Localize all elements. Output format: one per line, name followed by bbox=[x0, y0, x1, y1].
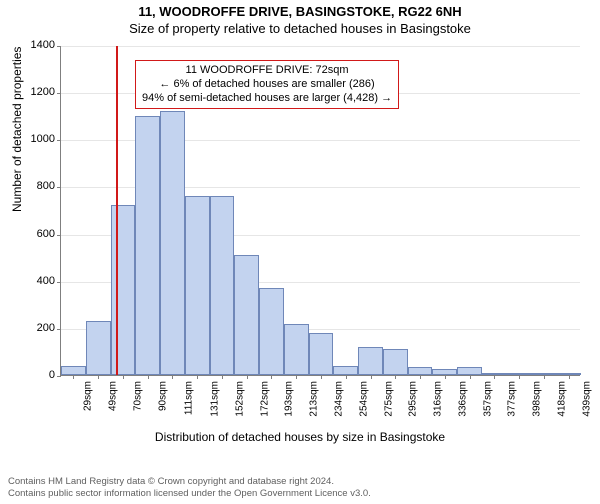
xtick-mark bbox=[519, 375, 520, 379]
histogram-bar bbox=[111, 205, 136, 375]
annotation-line-2: ← 6% of detached houses are smaller (286… bbox=[142, 78, 392, 92]
xtick-label: 90sqm bbox=[157, 381, 168, 411]
xtick-label: 418sqm bbox=[556, 381, 567, 417]
xtick-label: 336sqm bbox=[457, 381, 468, 417]
ytick-mark bbox=[57, 376, 61, 377]
reference-marker bbox=[116, 46, 118, 375]
ytick-mark bbox=[57, 46, 61, 47]
y-axis-title: Number of detached properties bbox=[10, 47, 24, 212]
xtick-mark bbox=[73, 375, 74, 379]
histogram-bar bbox=[86, 321, 111, 375]
histogram-bar bbox=[61, 366, 86, 375]
xtick-label: 439sqm bbox=[581, 381, 592, 417]
xtick-label: 152sqm bbox=[234, 381, 245, 417]
ytick-label: 1400 bbox=[31, 39, 55, 51]
histogram-bar bbox=[333, 366, 358, 375]
xtick-label: 398sqm bbox=[531, 381, 542, 417]
xtick-label: 254sqm bbox=[358, 381, 369, 417]
xtick-mark bbox=[371, 375, 372, 379]
chart-container: Number of detached properties 0200400600… bbox=[0, 42, 600, 452]
xtick-label: 193sqm bbox=[284, 381, 295, 417]
xtick-mark bbox=[544, 375, 545, 379]
x-axis-title: Distribution of detached houses by size … bbox=[0, 430, 600, 444]
plot-area: 020040060080010001200140029sqm49sqm70sqm… bbox=[60, 46, 580, 376]
histogram-bar bbox=[185, 196, 210, 375]
xtick-label: 295sqm bbox=[408, 381, 419, 417]
xtick-mark bbox=[346, 375, 347, 379]
xtick-label: 49sqm bbox=[108, 381, 119, 411]
footer-line-1: Contains HM Land Registry data © Crown c… bbox=[8, 476, 371, 488]
xtick-mark bbox=[123, 375, 124, 379]
xtick-label: 377sqm bbox=[507, 381, 518, 417]
chart-title-sub: Size of property relative to detached ho… bbox=[0, 21, 600, 36]
histogram-bar bbox=[408, 367, 433, 375]
footer-attribution: Contains HM Land Registry data © Crown c… bbox=[8, 476, 371, 500]
xtick-mark bbox=[470, 375, 471, 379]
ytick-label: 1000 bbox=[31, 133, 55, 145]
histogram-bar bbox=[210, 196, 235, 375]
histogram-bar bbox=[135, 116, 160, 375]
ytick-mark bbox=[57, 140, 61, 141]
xtick-label: 111sqm bbox=[184, 381, 195, 415]
ytick-label: 0 bbox=[49, 369, 55, 381]
annotation-line-1: 11 WOODROFFE DRIVE: 72sqm bbox=[142, 64, 392, 78]
xtick-mark bbox=[420, 375, 421, 379]
gridline bbox=[61, 46, 580, 47]
annotation-line-3: 94% of semi-detached houses are larger (… bbox=[142, 92, 392, 106]
xtick-label: 275sqm bbox=[383, 381, 394, 417]
histogram-bar bbox=[160, 111, 185, 375]
histogram-bar bbox=[309, 333, 334, 375]
xtick-label: 131sqm bbox=[209, 381, 220, 417]
xtick-label: 234sqm bbox=[333, 381, 344, 417]
ytick-mark bbox=[57, 329, 61, 330]
xtick-mark bbox=[494, 375, 495, 379]
histogram-bar bbox=[383, 349, 408, 375]
ytick-mark bbox=[57, 187, 61, 188]
xtick-mark bbox=[148, 375, 149, 379]
xtick-mark bbox=[247, 375, 248, 379]
xtick-mark bbox=[569, 375, 570, 379]
xtick-mark bbox=[395, 375, 396, 379]
histogram-bar bbox=[358, 347, 383, 375]
histogram-bar bbox=[284, 324, 309, 375]
ytick-mark bbox=[57, 235, 61, 236]
xtick-label: 213sqm bbox=[309, 381, 320, 417]
xtick-mark bbox=[321, 375, 322, 379]
ytick-label: 200 bbox=[37, 322, 55, 334]
xtick-label: 172sqm bbox=[259, 381, 270, 417]
xtick-label: 357sqm bbox=[482, 381, 493, 417]
ytick-label: 400 bbox=[37, 275, 55, 287]
footer-line-2: Contains public sector information licen… bbox=[8, 488, 371, 500]
ytick-label: 1200 bbox=[31, 86, 55, 98]
chart-title-main: 11, WOODROFFE DRIVE, BASINGSTOKE, RG22 6… bbox=[0, 4, 600, 19]
xtick-mark bbox=[445, 375, 446, 379]
xtick-label: 29sqm bbox=[83, 381, 94, 411]
xtick-label: 70sqm bbox=[132, 381, 143, 411]
ytick-mark bbox=[57, 282, 61, 283]
ytick-label: 600 bbox=[37, 228, 55, 240]
xtick-mark bbox=[172, 375, 173, 379]
histogram-bar bbox=[259, 288, 284, 375]
xtick-mark bbox=[271, 375, 272, 379]
xtick-mark bbox=[197, 375, 198, 379]
xtick-mark bbox=[98, 375, 99, 379]
xtick-mark bbox=[222, 375, 223, 379]
histogram-bar bbox=[457, 367, 482, 375]
xtick-label: 316sqm bbox=[432, 381, 443, 417]
ytick-label: 800 bbox=[37, 180, 55, 192]
ytick-mark bbox=[57, 93, 61, 94]
histogram-bar bbox=[234, 255, 259, 375]
annotation-box: 11 WOODROFFE DRIVE: 72sqm ← 6% of detach… bbox=[135, 60, 399, 109]
xtick-mark bbox=[296, 375, 297, 379]
